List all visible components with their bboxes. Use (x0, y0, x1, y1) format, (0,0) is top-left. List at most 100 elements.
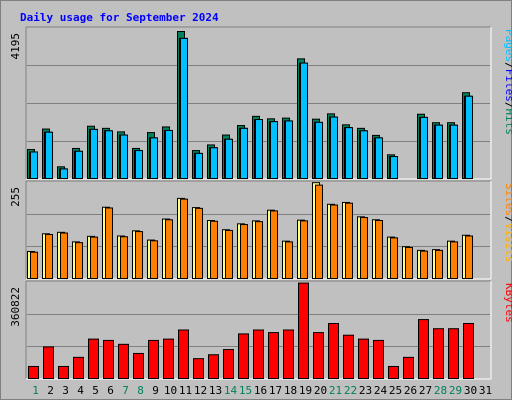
kbytes-bar (448, 328, 459, 380)
pages-bar (450, 124, 458, 180)
pages-bar (45, 131, 53, 179)
day-label: 30 (464, 384, 477, 397)
legend-entry-1-1: / (503, 216, 512, 223)
sites-bar (270, 210, 278, 279)
day-label: 7 (122, 384, 129, 397)
panel-2-legend: KBytes (503, 283, 512, 323)
sites-bar (195, 207, 203, 279)
day-label: 12 (194, 384, 207, 397)
sites-bar (285, 241, 293, 279)
pages-bar (240, 127, 248, 180)
sites-bar (165, 219, 173, 279)
day-label: 24 (374, 384, 388, 397)
pages-bar (375, 137, 383, 180)
day-label: 1 (32, 384, 39, 397)
day-label: 21 (329, 384, 342, 397)
kbytes-bar (388, 365, 399, 379)
panel-1-ymax-label: 255 (9, 187, 22, 207)
sites-bar (30, 251, 38, 280)
kbytes-bar (313, 332, 324, 380)
sites-bar (210, 220, 218, 280)
sites-bar (330, 204, 338, 280)
sites-bar (180, 198, 188, 280)
kbytes-bar (133, 352, 144, 379)
sites-bar (390, 237, 398, 279)
day-label: 11 (179, 384, 192, 397)
day-label: 14 (224, 384, 238, 397)
day-label: 17 (269, 384, 282, 397)
day-label: 20 (314, 384, 327, 397)
pages-bar (120, 134, 128, 179)
pages-bar (465, 95, 473, 179)
day-label: 15 (239, 384, 252, 397)
pages-bar (330, 116, 338, 179)
kbytes-bar (163, 338, 174, 379)
day-label: 31 (479, 384, 492, 397)
kbytes-bar (88, 338, 99, 379)
pages-bar (195, 152, 203, 180)
kbytes-bar (403, 356, 414, 379)
kbytes-bar (343, 334, 354, 380)
day-label: 18 (284, 384, 297, 397)
pages-bar (210, 147, 218, 179)
pages-bar (345, 127, 353, 179)
day-label: 16 (254, 384, 267, 397)
pages-bar (150, 137, 158, 180)
day-label: 22 (344, 384, 357, 397)
kbytes-bar (28, 365, 39, 379)
sites-bar (420, 250, 428, 280)
day-label: 3 (62, 384, 69, 397)
sites-bar (375, 220, 383, 279)
kbytes-bar (433, 328, 444, 380)
sites-bar (150, 240, 158, 279)
kbytes-bar (223, 349, 234, 379)
pages-bar (180, 37, 188, 179)
kbytes-bar (358, 338, 369, 379)
day-label: 29 (449, 384, 462, 397)
sites-bar (300, 220, 308, 279)
kbytes-bar (463, 322, 474, 380)
kbytes-bar (268, 332, 279, 380)
day-label: 4 (77, 384, 84, 397)
pages-bar (75, 150, 83, 179)
pages-bar (270, 121, 278, 179)
day-label: 10 (164, 384, 177, 397)
sites-bar (135, 231, 143, 279)
kbytes-bar (253, 329, 264, 380)
legend-entry-1-2: Visits (503, 223, 512, 263)
sites-bar (225, 229, 233, 279)
sites-bar (450, 241, 458, 279)
pages-bar (315, 121, 323, 179)
panel-2-ymax-label: 360822 (9, 287, 22, 327)
kbytes-bar (373, 339, 384, 379)
kbytes-bar (148, 339, 159, 379)
kbytes-bar (238, 333, 249, 380)
day-label: 25 (389, 384, 402, 397)
pages-bar (90, 128, 98, 180)
panel-0-ymax-label: 4195 (9, 33, 22, 60)
kbytes-bar (283, 329, 294, 380)
panel-1-legend: Sites/Visits (503, 183, 512, 263)
legend-entry-2-0: KBytes (503, 283, 512, 323)
pages-bar (285, 120, 293, 179)
sites-bar (345, 202, 353, 280)
pages-bar (390, 156, 398, 179)
day-label: 5 (92, 384, 99, 397)
panel-0-legend: Pages/Files/Hits (503, 29, 512, 135)
pages-bar (30, 151, 38, 179)
sites-bar (240, 224, 248, 279)
kbytes-bar (193, 358, 204, 379)
sites-bar (255, 221, 263, 279)
legend-entry-0-3: / (503, 102, 512, 109)
pages-bar (300, 62, 308, 179)
pages-bar (360, 130, 368, 179)
legend-entry-0-2: Files (503, 69, 512, 102)
kbytes-bar (118, 343, 129, 379)
sites-bar (405, 246, 413, 280)
kbytes-bar (43, 346, 54, 379)
kbytes-bar (58, 365, 69, 379)
sites-bar (435, 249, 443, 280)
day-label: 27 (419, 384, 432, 397)
day-label: 19 (299, 384, 312, 397)
